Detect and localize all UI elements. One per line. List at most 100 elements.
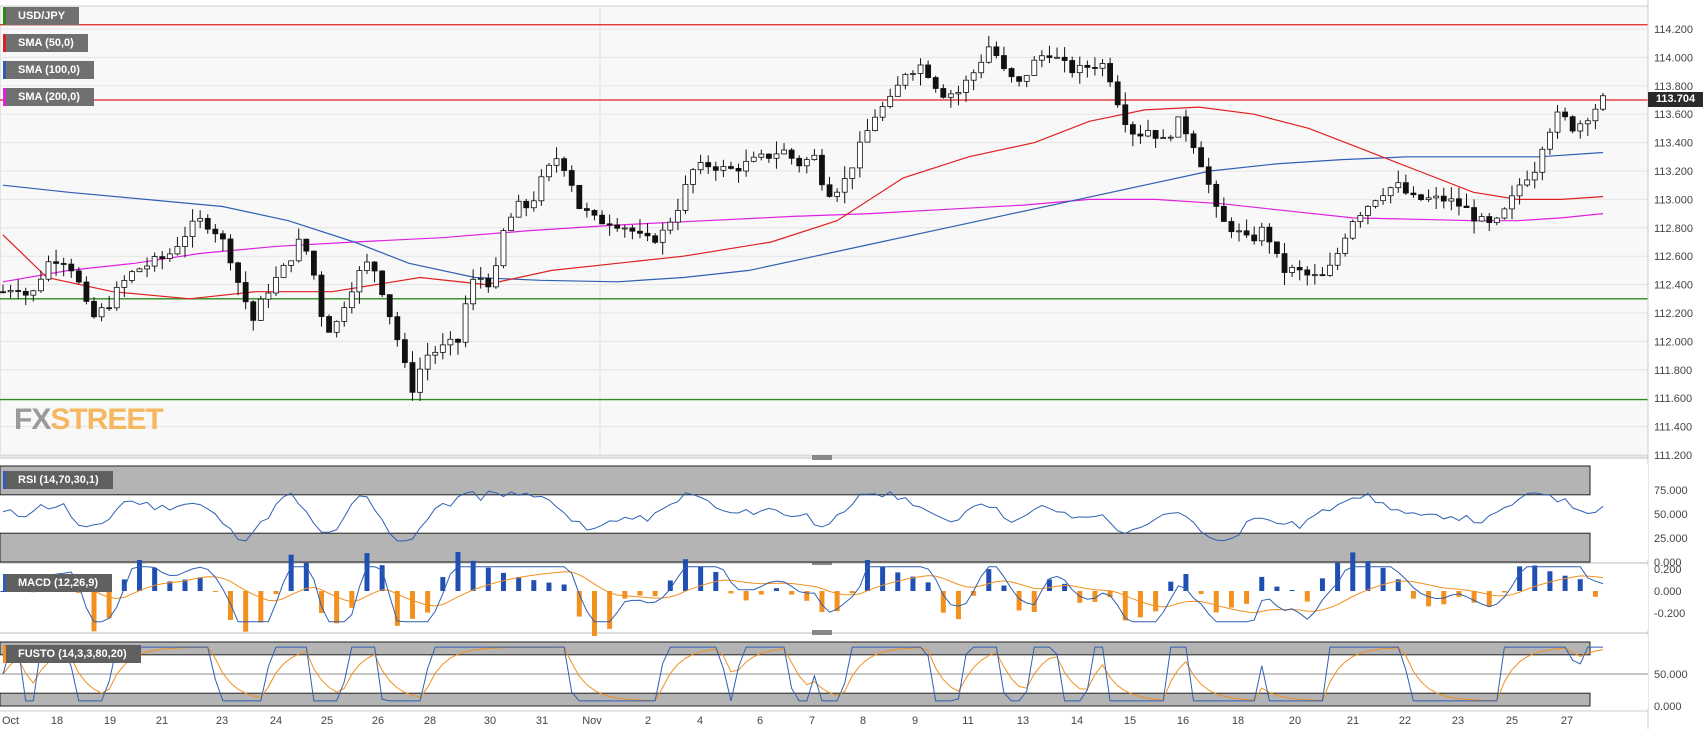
candle [409, 362, 416, 393]
macd-histogram-bar [1577, 579, 1583, 591]
candle [311, 250, 317, 276]
candle [1205, 166, 1212, 185]
macd-histogram-bar [1259, 576, 1265, 591]
candle [1478, 216, 1485, 222]
candle [166, 253, 173, 259]
x-tick-label: 31 [536, 715, 548, 727]
candle [674, 209, 681, 223]
candle [925, 64, 932, 78]
candle [910, 73, 916, 75]
macd-histogram-bar [500, 572, 506, 591]
candle [720, 166, 727, 171]
macd-histogram-bar [1562, 575, 1568, 591]
x-tick-label: 15 [1124, 715, 1136, 727]
macd-histogram-bar [1016, 591, 1022, 611]
candle [1425, 197, 1432, 200]
candle [485, 277, 492, 288]
legend-macd[interactable]: MACD (12,26,9) [3, 574, 113, 592]
x-tick-label: 9 [912, 715, 918, 727]
candle [834, 191, 841, 197]
candle [432, 351, 439, 356]
candle [1327, 264, 1333, 276]
x-tick-label: Nov [582, 715, 602, 727]
candle [1493, 217, 1500, 223]
candle [439, 344, 446, 353]
legend-sma200[interactable]: SMA (200,0) [3, 88, 94, 106]
candle [864, 130, 871, 143]
candle [917, 64, 924, 74]
legend-sma100[interactable]: SMA (100,0) [3, 61, 94, 79]
macd-histogram-bar [1517, 566, 1523, 591]
rsi-oversold-zone [0, 532, 1591, 563]
legend-usdjpy[interactable]: USD/JPY [3, 7, 80, 25]
candle [136, 268, 143, 273]
macd-histogram-bar [925, 582, 931, 591]
macd-histogram-bar [1426, 591, 1432, 607]
macd-histogram-bar [91, 591, 97, 632]
candle [993, 46, 1000, 56]
candle [1198, 147, 1205, 168]
candle [712, 166, 719, 171]
macd-histogram-bar [470, 560, 476, 591]
candle [1554, 111, 1561, 133]
legend-sma50[interactable]: SMA (50,0) [3, 34, 88, 52]
candle [1524, 179, 1531, 186]
candle [1183, 116, 1189, 135]
candle [250, 301, 257, 321]
candle [765, 153, 772, 159]
candle [894, 84, 901, 97]
macd-histogram-bar [1122, 591, 1128, 621]
candle [1448, 198, 1455, 202]
legend-rsi[interactable]: RSI (14,70,30,1) [3, 471, 113, 489]
candle [204, 218, 211, 230]
candle [455, 338, 461, 343]
macd-histogram-bar [1365, 561, 1371, 591]
macd-histogram-bar [1001, 585, 1007, 591]
candle [341, 307, 348, 322]
candle [333, 321, 340, 333]
candle [1365, 205, 1371, 216]
candle [803, 159, 810, 167]
macd-histogram-bar [1198, 591, 1204, 595]
candle [220, 233, 226, 240]
macd-histogram-bar [349, 591, 355, 608]
x-tick-label: 26 [372, 715, 384, 727]
candle [940, 88, 947, 98]
macd-histogram-bar [379, 565, 385, 591]
macd-histogram-bar [440, 577, 446, 591]
candle [1137, 133, 1144, 137]
macd-histogram-bar [743, 591, 749, 601]
macd-histogram-bar [167, 581, 173, 591]
x-tick-label: 11 [962, 715, 973, 727]
rsi-tick-label: 75.000 [1654, 485, 1688, 497]
candle [470, 278, 477, 305]
candle [515, 200, 522, 218]
x-tick-label: 13 [1017, 715, 1029, 727]
macd-histogram-bar [258, 591, 264, 623]
candle [621, 227, 628, 230]
candle [401, 339, 408, 363]
candle [947, 93, 954, 98]
candle [129, 271, 135, 281]
price-tick-label: 112.800 [1654, 223, 1693, 235]
candle [265, 292, 272, 300]
macd-histogram-bar [152, 567, 158, 591]
candle [106, 307, 113, 310]
candle [68, 263, 75, 272]
macd-histogram-bar [243, 591, 249, 632]
candle [963, 79, 969, 93]
candle [151, 256, 158, 267]
macd-histogram-bar [1289, 590, 1295, 592]
candle [1084, 64, 1091, 68]
macd-histogram-bar [409, 591, 415, 619]
candle [182, 236, 188, 247]
candle [1592, 108, 1599, 122]
fxstreet-logo: FXSTREET [14, 403, 164, 436]
legend-fusto[interactable]: FUSTO (14,3,3,80,20) [3, 645, 141, 663]
macd-histogram-bar [1274, 586, 1280, 591]
candle [530, 200, 537, 209]
candle [553, 158, 560, 166]
candle [872, 116, 878, 131]
candle [879, 106, 886, 118]
